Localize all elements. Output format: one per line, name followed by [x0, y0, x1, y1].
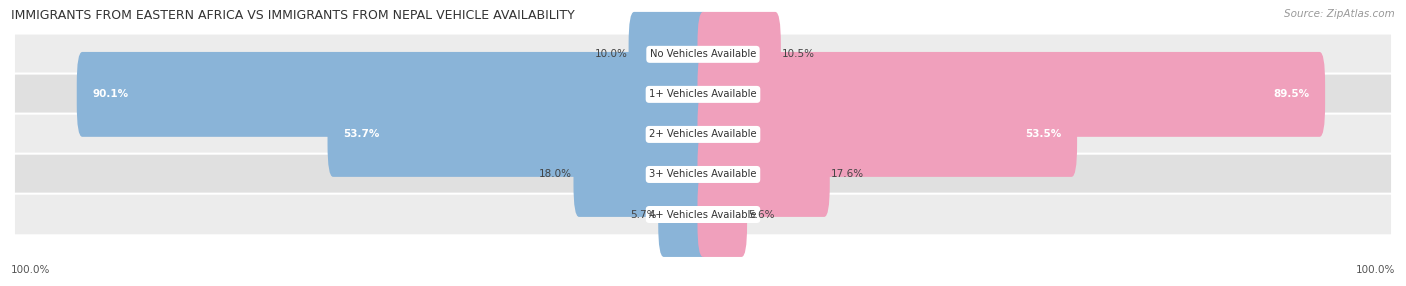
FancyBboxPatch shape: [697, 132, 830, 217]
FancyBboxPatch shape: [14, 114, 1392, 155]
Text: 17.6%: 17.6%: [831, 170, 865, 179]
FancyBboxPatch shape: [328, 92, 709, 177]
Text: 2+ Vehicles Available: 2+ Vehicles Available: [650, 130, 756, 139]
Text: 100.0%: 100.0%: [11, 265, 51, 275]
FancyBboxPatch shape: [697, 92, 1077, 177]
FancyBboxPatch shape: [628, 12, 709, 97]
Text: 100.0%: 100.0%: [1355, 265, 1395, 275]
FancyBboxPatch shape: [574, 132, 709, 217]
Text: 53.7%: 53.7%: [343, 130, 380, 139]
FancyBboxPatch shape: [77, 52, 709, 137]
Text: 4+ Vehicles Available: 4+ Vehicles Available: [650, 210, 756, 219]
Text: 1+ Vehicles Available: 1+ Vehicles Available: [650, 90, 756, 99]
Text: 90.1%: 90.1%: [93, 90, 129, 99]
FancyBboxPatch shape: [697, 172, 747, 257]
Text: 89.5%: 89.5%: [1274, 90, 1309, 99]
Text: 53.5%: 53.5%: [1025, 130, 1062, 139]
FancyBboxPatch shape: [697, 52, 1324, 137]
FancyBboxPatch shape: [14, 154, 1392, 195]
FancyBboxPatch shape: [658, 172, 709, 257]
FancyBboxPatch shape: [697, 12, 780, 97]
Text: No Vehicles Available: No Vehicles Available: [650, 49, 756, 59]
Text: Source: ZipAtlas.com: Source: ZipAtlas.com: [1284, 9, 1395, 19]
Text: 18.0%: 18.0%: [538, 170, 572, 179]
FancyBboxPatch shape: [14, 194, 1392, 235]
Text: 5.6%: 5.6%: [748, 210, 775, 219]
Text: 5.7%: 5.7%: [630, 210, 657, 219]
Text: 10.5%: 10.5%: [782, 49, 815, 59]
FancyBboxPatch shape: [14, 33, 1392, 75]
FancyBboxPatch shape: [14, 74, 1392, 115]
Text: 3+ Vehicles Available: 3+ Vehicles Available: [650, 170, 756, 179]
Text: IMMIGRANTS FROM EASTERN AFRICA VS IMMIGRANTS FROM NEPAL VEHICLE AVAILABILITY: IMMIGRANTS FROM EASTERN AFRICA VS IMMIGR…: [11, 9, 575, 21]
Text: 10.0%: 10.0%: [595, 49, 627, 59]
